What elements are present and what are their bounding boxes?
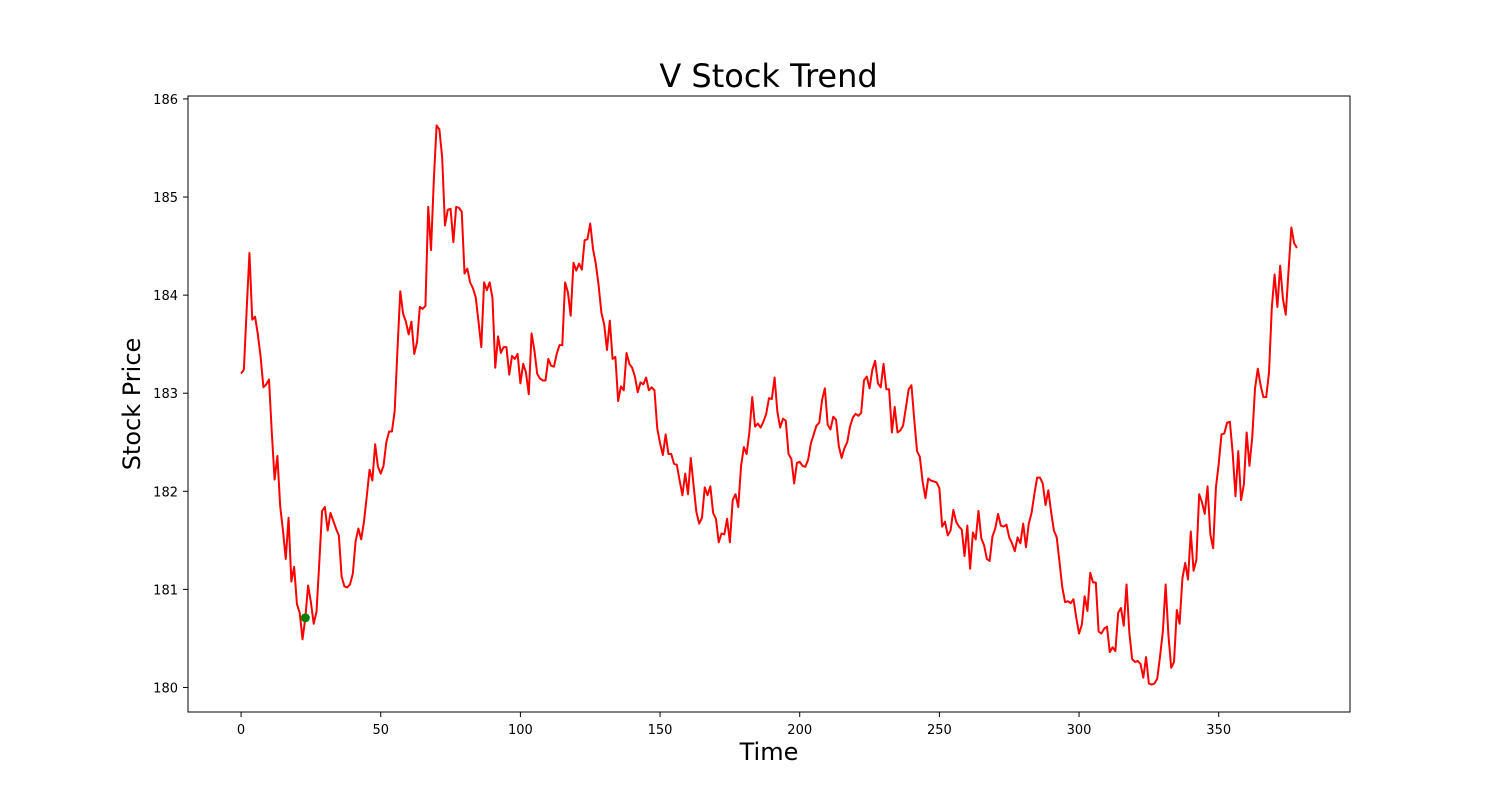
x-tick-label: 300 [1067, 723, 1092, 738]
x-tick-label: 200 [787, 723, 812, 738]
y-tick-label: 182 [153, 485, 178, 500]
x-axis-label: Time [739, 738, 799, 766]
plot-frame [187, 95, 1351, 713]
x-axis: 0 50 100 150 200 250 300 350 [237, 712, 1231, 738]
plot-area [240, 124, 1298, 686]
x-tick-label: 100 [508, 723, 533, 738]
x-tick-label: 0 [237, 723, 245, 738]
y-axis: 180 181 182 183 184 185 186 [153, 93, 188, 696]
y-tick-label: 186 [153, 93, 178, 108]
highlight-point-marker [300, 613, 310, 623]
x-tick-label: 150 [648, 723, 673, 738]
x-tick-label: 250 [927, 723, 952, 738]
chart-title: V Stock Trend [659, 57, 877, 95]
x-tick-label: 350 [1206, 723, 1231, 738]
y-tick-label: 181 [153, 583, 178, 598]
y-tick-label: 185 [153, 191, 178, 206]
y-tick-label: 184 [153, 289, 178, 304]
x-tick-label: 50 [372, 723, 389, 738]
y-tick-label: 180 [153, 681, 178, 696]
price-line-series-0 [240, 124, 1298, 686]
y-axis-label: Stock Price [118, 338, 146, 471]
y-tick-label: 183 [153, 387, 178, 402]
